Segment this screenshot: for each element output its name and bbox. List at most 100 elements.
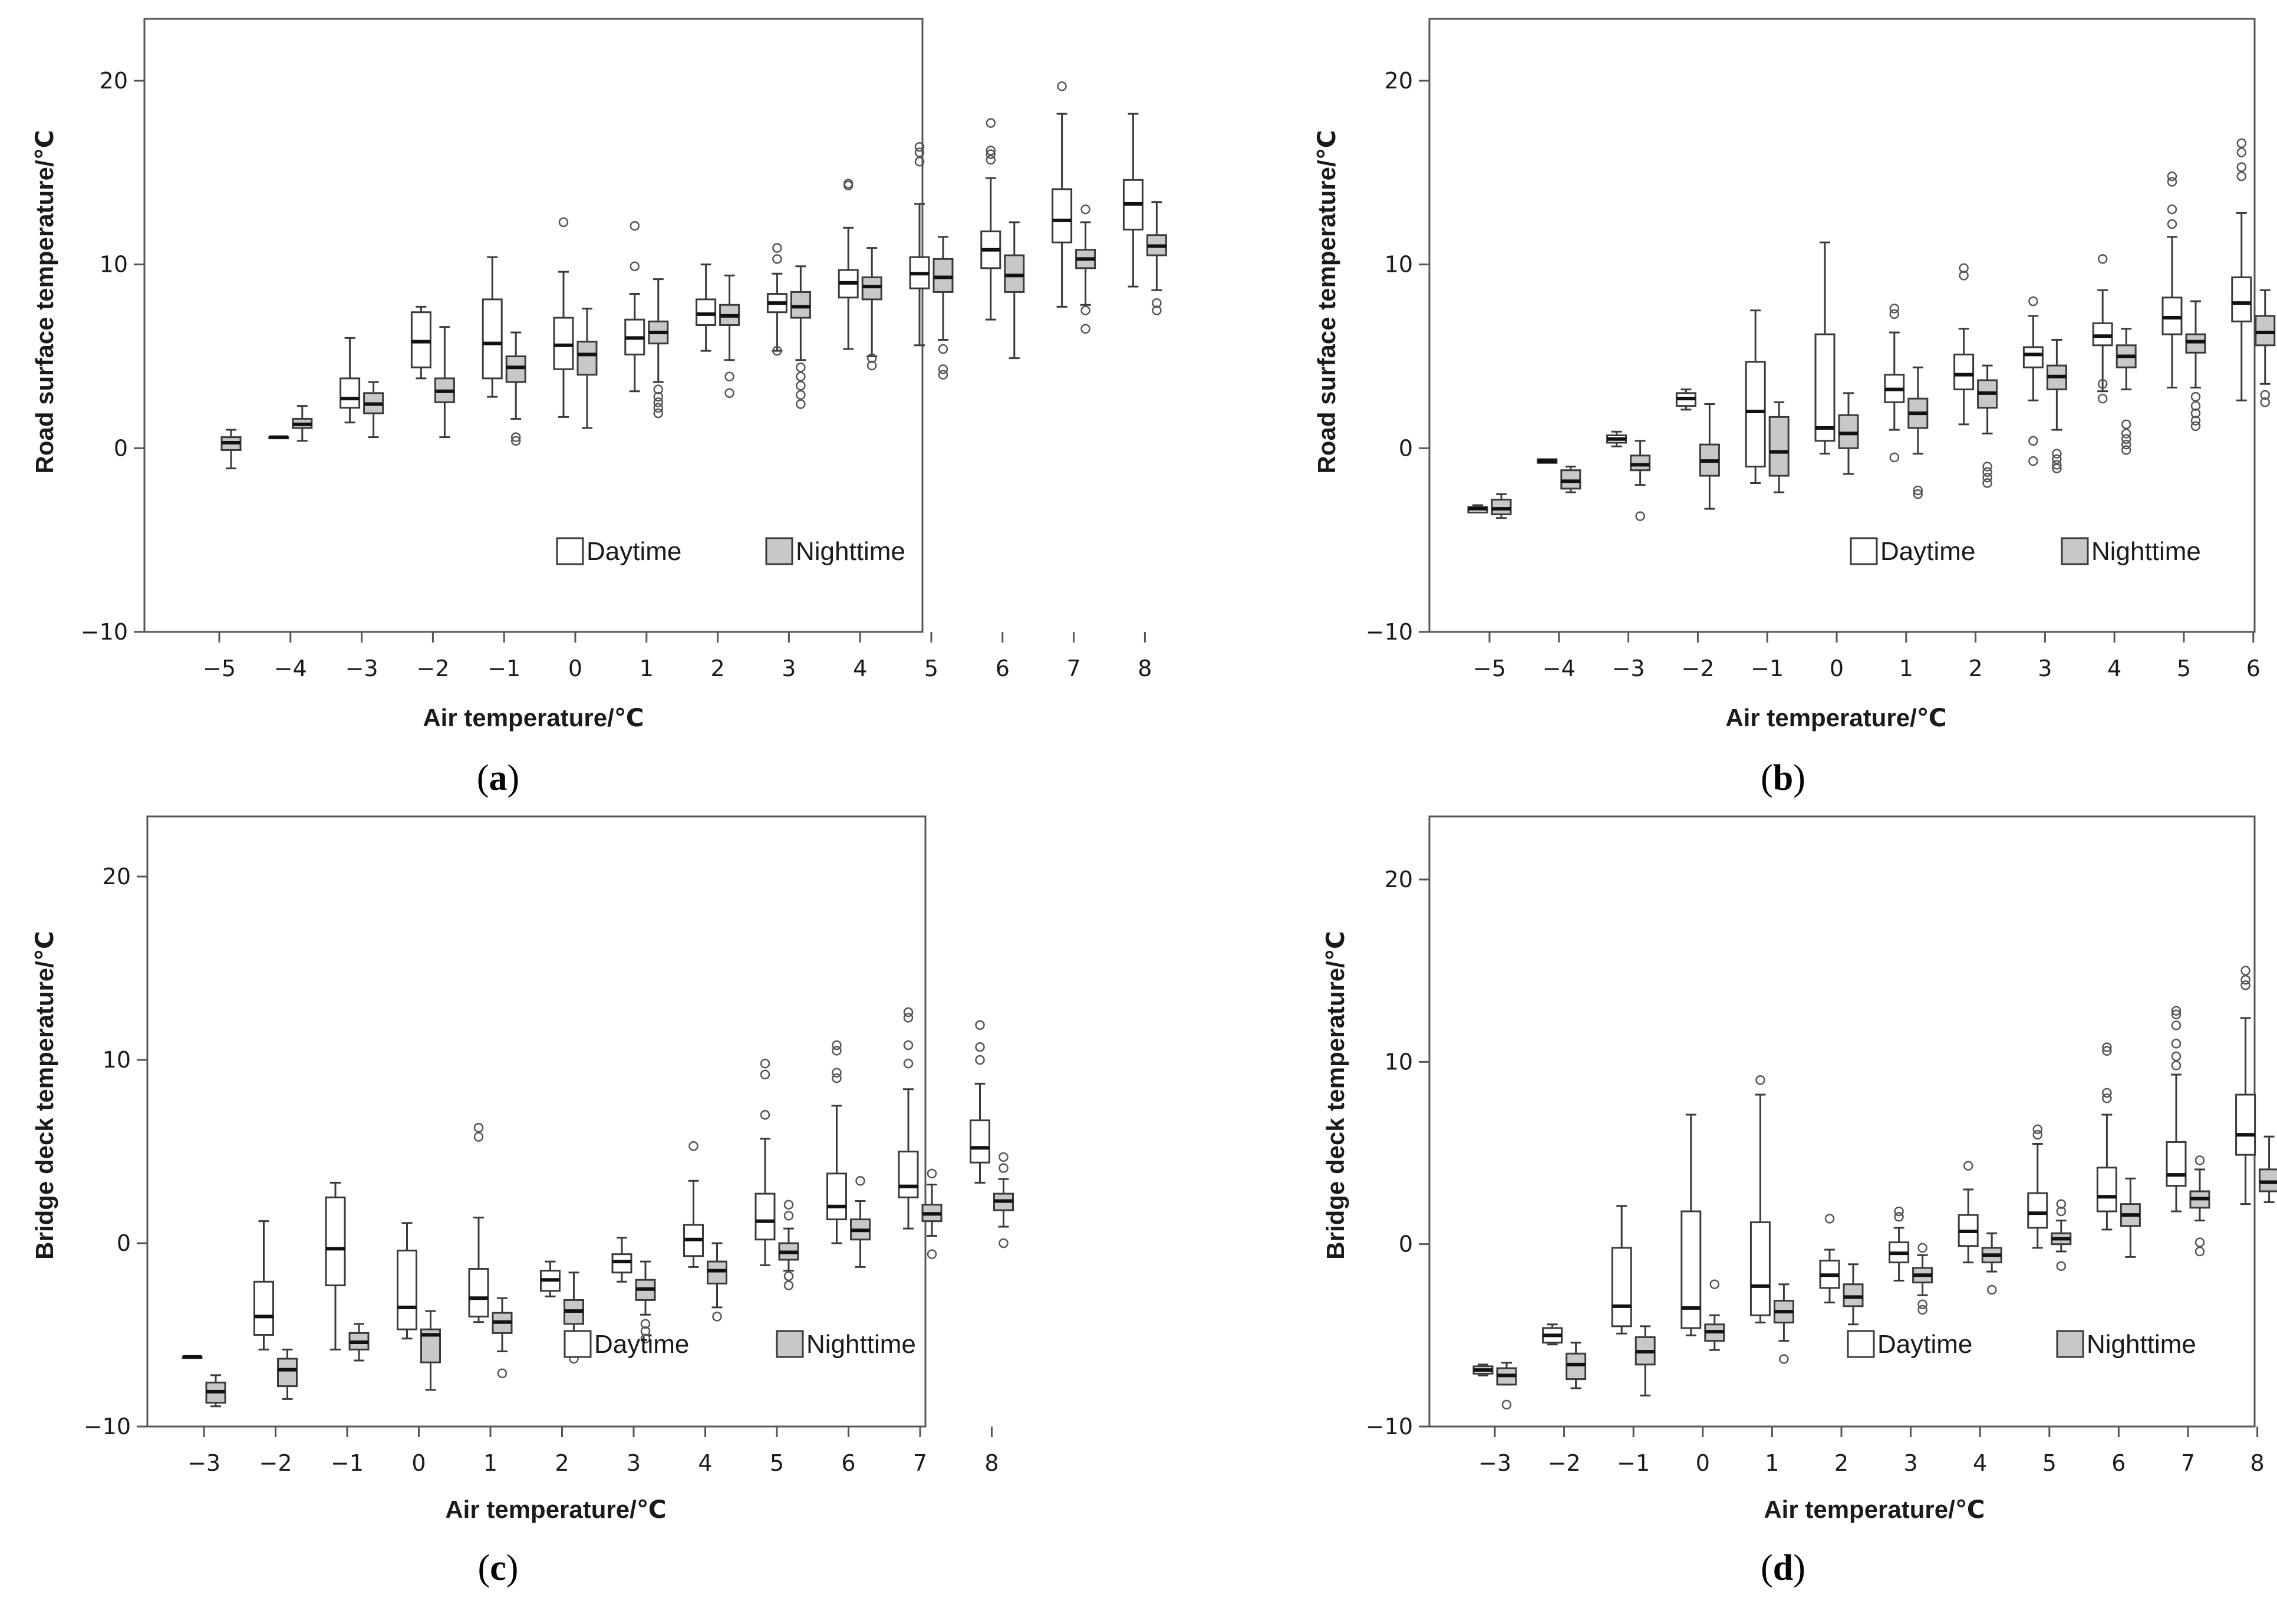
box-daytime-12 — [1052, 81, 1073, 308]
outlier-point — [866, 360, 877, 371]
outlier-point — [999, 1152, 1009, 1162]
outlier-point — [1080, 324, 1090, 334]
box-nighttime-9 — [2115, 328, 2137, 455]
x-tick-label: 8 — [984, 1450, 999, 1476]
box-daytime-2 — [340, 337, 361, 424]
box-daytime-4 — [468, 1122, 489, 1323]
outlier-point — [1982, 462, 1992, 472]
box-nighttime-5 — [1838, 392, 1859, 475]
outlier-point — [1986, 1284, 1997, 1295]
outlier-point — [783, 1271, 794, 1282]
legend-swatch-nighttime — [2056, 1330, 2084, 1358]
outlier-point — [2240, 966, 2250, 976]
outlier-point — [1152, 305, 1162, 315]
box-daytime-5 — [553, 217, 574, 418]
y-tick-label: −10 — [81, 619, 128, 645]
outlier-point — [2171, 1039, 2182, 1049]
y-tick-label: 0 — [1399, 1231, 1413, 1257]
outlier-point — [653, 408, 664, 419]
x-tick-label: 0 — [1696, 1450, 1710, 1476]
outlier-point — [796, 390, 806, 400]
outlier-point — [986, 146, 996, 156]
y-tick-label: 0 — [117, 1230, 131, 1256]
box-iqr — [1611, 1247, 1632, 1327]
x-tick-label: 3 — [1904, 1450, 1918, 1476]
outlier-point — [2102, 1093, 2112, 1103]
outlier-point — [640, 1333, 651, 1343]
x-tick-label: 6 — [2111, 1450, 2126, 1476]
y-tick-label: 10 — [1385, 252, 1413, 278]
box-daytime-3 — [1675, 388, 1696, 411]
box-daytime-10 — [2166, 1006, 2187, 1213]
box-daytime-6 — [1884, 304, 1905, 463]
box-nighttime-4 — [1768, 401, 1790, 493]
outlier-point — [2167, 171, 2177, 182]
box-iqr — [1680, 1210, 1702, 1329]
outlier-point — [914, 141, 925, 152]
box-iqr — [898, 1151, 919, 1198]
legend-label-daytime: Daytime — [1877, 1330, 1972, 1359]
box-iqr — [2185, 333, 2206, 354]
box-nighttime-9 — [850, 1176, 871, 1268]
outlier-point — [1824, 1214, 1835, 1224]
box-nighttime-3 — [434, 326, 455, 439]
legend-swatch-nighttime — [776, 1330, 804, 1358]
box-daytime-11 — [980, 118, 1001, 321]
x-tick-label: 6 — [996, 655, 1010, 681]
outlier-point — [760, 1069, 770, 1080]
outlier-point — [497, 1368, 508, 1379]
outlier-point — [2236, 147, 2247, 157]
box-iqr — [553, 317, 574, 370]
box-iqr — [325, 1196, 346, 1287]
legend-swatch-nighttime — [765, 537, 793, 565]
box-iqr — [707, 1260, 727, 1284]
box-nighttime-11 — [1004, 221, 1025, 360]
outlier-point — [2056, 1199, 2067, 1209]
outlier-point — [2171, 1020, 2182, 1030]
outlier-point — [653, 403, 664, 413]
y-tick-label: −10 — [84, 1414, 131, 1439]
outlier-point — [653, 384, 664, 394]
x-tick-label: 0 — [568, 655, 582, 681]
x-tick-label: −2 — [1681, 655, 1714, 681]
outlier-point — [653, 391, 664, 402]
box-daytime-1 — [1542, 1323, 1563, 1346]
outlier-point — [914, 147, 925, 157]
outlier-point — [2190, 408, 2201, 419]
box-daytime-4 — [482, 256, 503, 398]
outlier-point — [724, 371, 734, 382]
box-daytime-4 — [1749, 1075, 1771, 1324]
outlier-point — [2028, 436, 2038, 446]
box-daytime-8 — [2022, 296, 2044, 466]
x-tick-label: 4 — [1973, 1450, 1987, 1476]
box-daytime-2 — [1611, 1205, 1632, 1335]
outlier-point — [630, 220, 640, 231]
legend-swatch-daytime — [1847, 1330, 1875, 1358]
box-iqr — [1814, 333, 1836, 442]
box-iqr — [2022, 346, 2044, 368]
x-tick-label: 8 — [2250, 1450, 2265, 1476]
outlier-point — [903, 1040, 914, 1050]
box-nighttime-2 — [1630, 440, 1651, 521]
box-daytime-9 — [2092, 254, 2113, 404]
box-daytime-1 — [1537, 458, 1558, 464]
box-nighttime-13 — [1146, 201, 1167, 315]
box-nighttime-0 — [220, 429, 242, 470]
outlier-point — [712, 1312, 722, 1322]
outlier-point — [832, 1046, 842, 1056]
x-tick-label: 2 — [1969, 655, 1983, 681]
y-tick-label: 10 — [100, 252, 128, 278]
box-daytime-10 — [898, 1007, 919, 1230]
box-daytime-5 — [1814, 241, 1836, 455]
box-iqr — [2259, 1168, 2277, 1193]
legend: Daytime Nighttime — [1847, 1330, 2196, 1359]
box-iqr — [790, 291, 811, 319]
outlier-point — [1779, 1354, 1789, 1364]
x-tick-label: 2 — [711, 655, 725, 681]
outlier-point — [2097, 393, 2108, 404]
outlier-point — [1894, 1206, 1904, 1217]
outlier-point — [1635, 511, 1645, 521]
x-tick-label: 5 — [770, 1450, 784, 1476]
outlier-point — [640, 1326, 651, 1336]
x-tick-label: −3 — [1478, 1450, 1511, 1476]
